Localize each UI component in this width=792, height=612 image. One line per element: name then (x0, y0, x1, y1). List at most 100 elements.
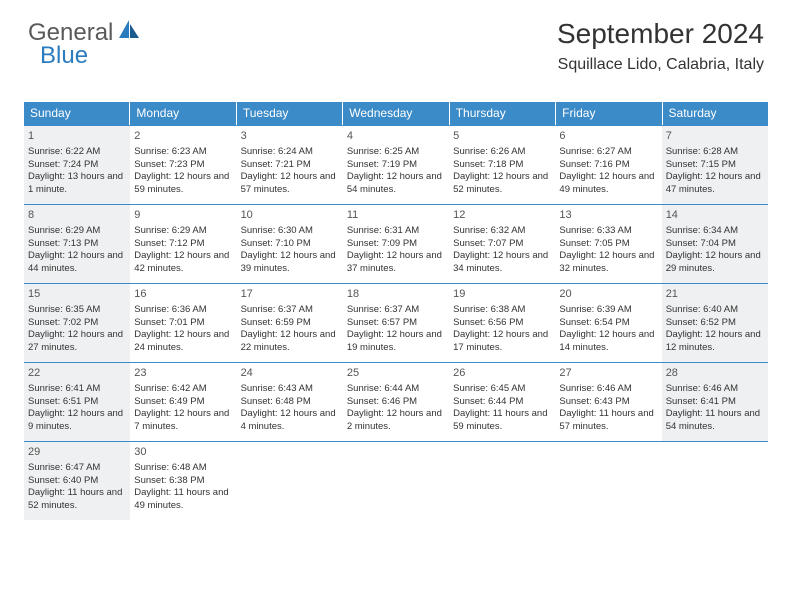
day-number: 30 (134, 445, 232, 460)
day-cell: 14Sunrise: 6:34 AMSunset: 7:04 PMDayligh… (662, 205, 768, 283)
day-number: 11 (347, 208, 445, 223)
day-daylight: Daylight: 12 hours and 52 minutes. (453, 171, 551, 197)
day-sunset: Sunset: 7:23 PM (134, 159, 232, 172)
day-sunset: Sunset: 6:41 PM (666, 396, 764, 409)
day-sunrise: Sunrise: 6:47 AM (28, 462, 126, 475)
day-daylight: Daylight: 11 hours and 59 minutes. (453, 408, 551, 434)
day-sunset: Sunset: 6:43 PM (559, 396, 657, 409)
day-daylight: Daylight: 12 hours and 34 minutes. (453, 250, 551, 276)
day-daylight: Daylight: 12 hours and 22 minutes. (241, 329, 339, 355)
day-sunrise: Sunrise: 6:29 AM (134, 225, 232, 238)
day-number: 18 (347, 287, 445, 302)
day-cell: 23 Sunrise: 6:42 AMSunset: 6:49 PMDayligh… (130, 363, 236, 441)
week-row: 29Sunrise: 6:47 AMSunset: 6:40 PMDayligh… (24, 441, 768, 520)
day-header: Monday (130, 102, 236, 125)
day-daylight: Daylight: 12 hours and 24 minutes. (134, 329, 232, 355)
day-number: 6 (559, 129, 657, 144)
day-number: 25 (347, 366, 445, 381)
header-right: September 2024 Squillace Lido, Calabria,… (557, 18, 764, 74)
day-cell (449, 442, 555, 520)
day-sunset: Sunset: 6:59 PM (241, 317, 339, 330)
day-daylight: Daylight: 11 hours and 52 minutes. (28, 487, 126, 513)
day-cell: 1Sunrise: 6:22 AMSunset: 7:24 PMDaylight… (24, 126, 130, 204)
day-sunrise: Sunrise: 6:46 AM (559, 383, 657, 396)
day-cell (662, 442, 768, 520)
day-daylight: Daylight: 12 hours and 27 minutes. (28, 329, 126, 355)
day-cell: 5Sunrise: 6:26 AMSunset: 7:18 PMDaylight… (449, 126, 555, 204)
day-cell: 30Sunrise: 6:48 AMSunset: 6:38 PMDayligh… (130, 442, 236, 520)
day-cell: 11 Sunrise: 6:31 AMSunset: 7:09 PMDayligh… (343, 205, 449, 283)
day-cell: 18 Sunrise: 6:37 AMSunset: 6:57 PMDayligh… (343, 284, 449, 362)
day-sunset: Sunset: 7:21 PM (241, 159, 339, 172)
day-number: 16 (134, 287, 232, 302)
day-number: 7 (666, 129, 764, 144)
day-number: 26 (453, 366, 551, 381)
day-sunset: Sunset: 7:13 PM (28, 238, 126, 251)
day-header: Thursday (450, 102, 556, 125)
day-number: 24 (241, 366, 339, 381)
day-daylight: Daylight: 12 hours and 37 minutes. (347, 250, 445, 276)
day-header: Tuesday (237, 102, 343, 125)
day-daylight: Daylight: 12 hours and 32 minutes. (559, 250, 657, 276)
day-cell: 4Sunrise: 6:25 AMSunset: 7:19 PMDaylight… (343, 126, 449, 204)
day-sunset: Sunset: 7:19 PM (347, 159, 445, 172)
week-row: 8 Sunrise: 6:29 AM Sunset: 7:13 PM Daylight… (24, 204, 768, 283)
day-sunrise: Sunrise: 6:40 AM (666, 304, 764, 317)
day-daylight: Daylight: 12 hours and 19 minutes. (347, 329, 445, 355)
day-cell: 19Sunrise: 6:38 AMSunset: 6:56 PMDayligh… (449, 284, 555, 362)
day-sunset: Sunset: 7:02 PM (28, 317, 126, 330)
day-cell: 25Sunrise: 6:44 AMSunset: 6:46 PMDayligh… (343, 363, 449, 441)
day-daylight: Daylight: 12 hours and 17 minutes. (453, 329, 551, 355)
day-daylight: Daylight: 12 hours and 42 minutes. (134, 250, 232, 276)
day-sunrise: Sunrise: 6:42 AM (134, 383, 232, 396)
day-sunset: Sunset: 6:48 PM (241, 396, 339, 409)
day-daylight: Daylight: 12 hours and 59 minutes. (134, 171, 232, 197)
week-row: 1Sunrise: 6:22 AMSunset: 7:24 PMDaylight… (24, 125, 768, 204)
day-number: 2 (134, 129, 232, 144)
day-sunrise: Sunrise: 6:32 AM (453, 225, 551, 238)
day-number: 1 (28, 129, 126, 144)
day-cell: 6Sunrise: 6:27 AMSunset: 7:16 PMDaylight… (555, 126, 661, 204)
day-number: 12 (453, 208, 551, 223)
day-number: 8 (28, 208, 126, 223)
day-sunset: Sunset: 6:49 PM (134, 396, 232, 409)
day-number: 28 (666, 366, 764, 381)
day-number: 29 (28, 445, 126, 460)
day-sunset: Sunset: 6:57 PM (347, 317, 445, 330)
day-sunrise: Sunrise: 6:30 AM (241, 225, 339, 238)
day-daylight: Daylight: 12 hours and 7 minutes. (134, 408, 232, 434)
day-sunset: Sunset: 6:46 PM (347, 396, 445, 409)
day-sunset: Sunset: 7:24 PM (28, 159, 126, 172)
day-cell: 12Sunrise: 6:32 AMSunset: 7:07 PMDayligh… (449, 205, 555, 283)
day-sunrise: Sunrise: 6:35 AM (28, 304, 126, 317)
day-sunrise: Sunrise: 6:41 AM (28, 383, 126, 396)
day-cell: 7Sunrise: 6:28 AMSunset: 7:15 PMDaylight… (662, 126, 768, 204)
day-daylight: Daylight: 13 hours and 1 minute. (28, 171, 126, 197)
day-daylight: Daylight: 11 hours and 49 minutes. (134, 487, 232, 513)
day-sunrise: Sunrise: 6:31 AM (347, 225, 445, 238)
day-sunset: Sunset: 6:52 PM (666, 317, 764, 330)
day-number: 23 (134, 366, 232, 381)
day-daylight: Daylight: 12 hours and 39 minutes. (241, 250, 339, 276)
day-header: Sunday (24, 102, 130, 125)
day-cell: 20Sunrise: 6:39 AMSunset: 6:54 PMDayligh… (555, 284, 661, 362)
day-sunset: Sunset: 7:10 PM (241, 238, 339, 251)
day-sunset: Sunset: 7:18 PM (453, 159, 551, 172)
day-sunset: Sunset: 6:38 PM (134, 475, 232, 488)
day-daylight: Daylight: 12 hours and 54 minutes. (347, 171, 445, 197)
day-cell: 27Sunrise: 6:46 AMSunset: 6:43 PMDayligh… (555, 363, 661, 441)
day-cell: 24Sunrise: 6:43 AMSunset: 6:48 PMDayligh… (237, 363, 343, 441)
day-daylight: Daylight: 12 hours and 57 minutes. (241, 171, 339, 197)
day-cell: 26Sunrise: 6:45 AMSunset: 6:44 PMDayligh… (449, 363, 555, 441)
day-cell: 15Sunrise: 6:35 AMSunset: 7:02 PMDayligh… (24, 284, 130, 362)
day-cell: 3Sunrise: 6:24 AMSunset: 7:21 PMDaylight… (237, 126, 343, 204)
day-number: 3 (241, 129, 339, 144)
day-sunset: Sunset: 7:09 PM (347, 238, 445, 251)
day-daylight: Daylight: 12 hours and 49 minutes. (559, 171, 657, 197)
day-sunrise: Sunrise: 6:44 AM (347, 383, 445, 396)
day-sunset: Sunset: 7:05 PM (559, 238, 657, 251)
day-sunset: Sunset: 7:12 PM (134, 238, 232, 251)
day-sunrise: Sunrise: 6:39 AM (559, 304, 657, 317)
day-sunrise: Sunrise: 6:37 AM (347, 304, 445, 317)
day-sunrise: Sunrise: 6:37 AM (241, 304, 339, 317)
